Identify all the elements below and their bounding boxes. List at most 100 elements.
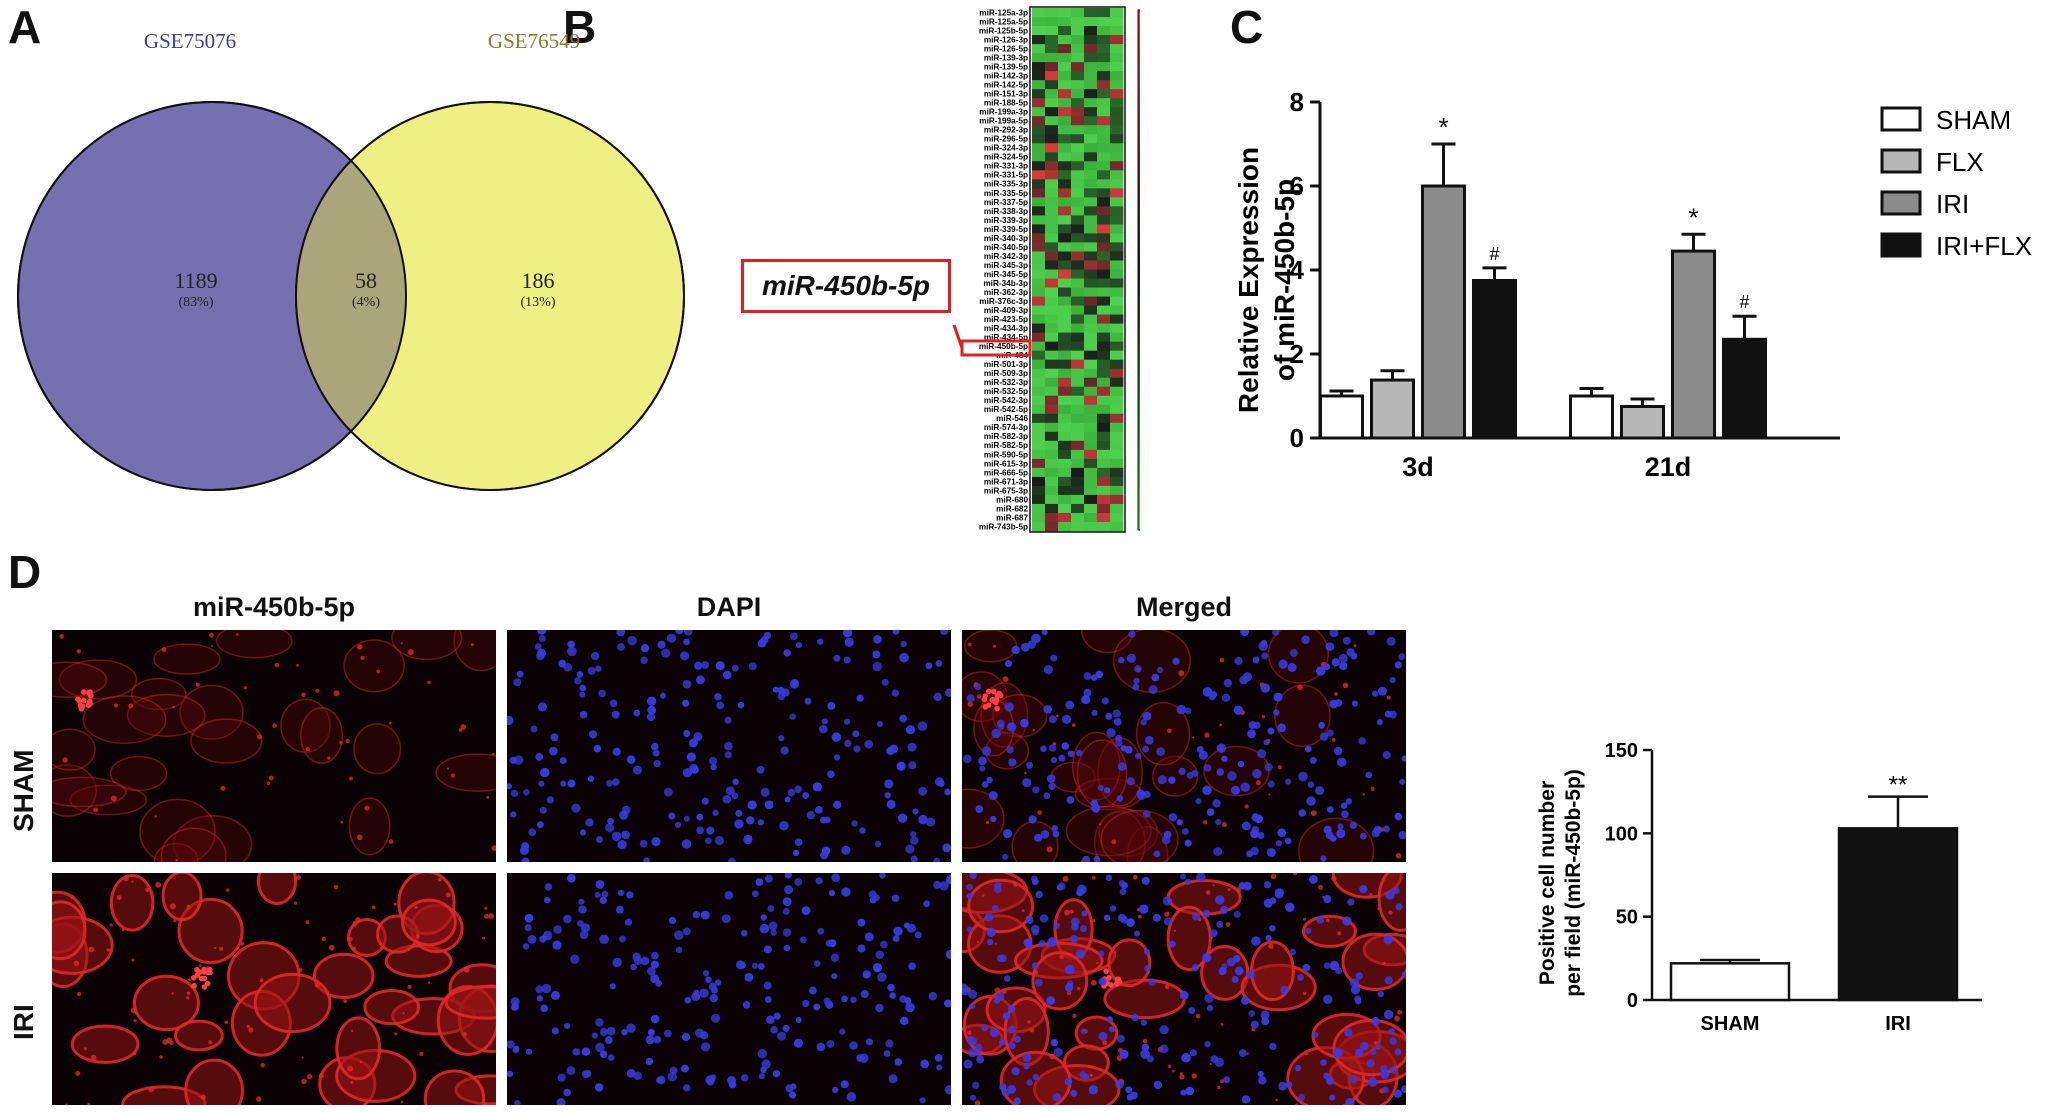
heatmap-gene-label: miR-434-5p bbox=[984, 333, 1028, 342]
heatmap-cell bbox=[1032, 323, 1046, 334]
heatmap-cell bbox=[1071, 170, 1085, 180]
legend-swatch bbox=[1880, 232, 1922, 258]
heatmap-cell bbox=[1071, 134, 1085, 144]
heatmap-cell bbox=[1032, 107, 1046, 117]
heatmap-cell bbox=[1084, 377, 1098, 388]
heatmap-cell bbox=[1097, 116, 1111, 126]
heatmap-cell bbox=[1058, 287, 1072, 297]
heatmap-cell bbox=[1032, 215, 1046, 225]
heatmap-cell bbox=[1032, 332, 1046, 343]
heatmap-cell bbox=[1045, 278, 1059, 288]
y-tick-label: 0 bbox=[1627, 990, 1638, 1012]
heatmap-cell bbox=[1058, 134, 1072, 144]
heatmap-cell bbox=[1045, 134, 1059, 144]
heatmap-cell bbox=[1071, 350, 1085, 361]
heatmap-cell bbox=[1110, 458, 1124, 469]
heatmap-cell bbox=[1032, 395, 1046, 406]
heatmap-cell bbox=[1032, 350, 1046, 361]
heatmap-cell bbox=[1058, 485, 1072, 496]
heatmap-cell bbox=[1071, 359, 1085, 370]
bar-sham bbox=[1569, 394, 1614, 440]
heatmap-cell bbox=[1110, 287, 1124, 297]
heatmap-cell bbox=[1084, 305, 1098, 315]
heatmap-cell bbox=[1110, 80, 1124, 90]
heatmap-cell bbox=[1071, 215, 1085, 225]
heatmap-cell bbox=[1097, 17, 1111, 27]
heatmap-cell bbox=[1084, 521, 1098, 532]
heatmap-cell bbox=[1097, 467, 1111, 478]
heatmap-cell bbox=[1045, 206, 1059, 216]
heatmap-cell bbox=[1032, 62, 1046, 72]
legend-label: IRI bbox=[1936, 189, 1969, 219]
heatmap-cell bbox=[1110, 296, 1124, 306]
legend-label: SHAM bbox=[1936, 105, 2011, 135]
panel-label-b: B bbox=[563, 1, 597, 53]
heatmap-cell bbox=[1045, 305, 1059, 315]
heatmap-cell bbox=[1084, 62, 1098, 72]
heatmap-cell bbox=[1058, 107, 1072, 117]
heatmap-cell bbox=[1032, 359, 1046, 370]
heatmap-cell bbox=[1097, 368, 1111, 379]
heatmap-cell bbox=[1071, 8, 1085, 18]
heatmap-cell bbox=[1084, 98, 1098, 108]
significance-mark: ** bbox=[1889, 772, 1908, 799]
heatmap-cell bbox=[1032, 404, 1046, 415]
heatmap-gene-label: miR-423-5p bbox=[984, 315, 1028, 324]
heatmap-cell bbox=[1045, 89, 1059, 99]
heatmap-cell bbox=[1058, 296, 1072, 306]
heatmap-cell bbox=[1045, 188, 1059, 198]
heatmap-cell bbox=[1045, 323, 1059, 334]
heatmap-cell bbox=[1045, 449, 1059, 460]
heatmap-cell bbox=[1045, 17, 1059, 27]
heatmap-gene-label: miR-376c-3p bbox=[979, 297, 1028, 306]
heatmap-cell bbox=[1058, 449, 1072, 460]
heatmap-cell bbox=[1058, 206, 1072, 216]
heatmap-cell bbox=[1032, 206, 1046, 216]
heatmap-gene-label: miR-345-3p bbox=[984, 261, 1028, 270]
heatmap-cell bbox=[1071, 107, 1085, 117]
heatmap-cell bbox=[1097, 170, 1111, 180]
heatmap-border bbox=[1029, 6, 1126, 533]
heatmap-cell bbox=[1071, 323, 1085, 334]
heatmap-cell bbox=[1084, 503, 1098, 514]
heatmap-cell bbox=[1045, 440, 1059, 451]
heatmap-cell bbox=[1110, 188, 1124, 198]
heatmap-gene-label: miR-199a-3p bbox=[979, 108, 1028, 117]
heatmap-cell bbox=[1071, 476, 1085, 487]
heatmap-cell bbox=[1058, 332, 1072, 343]
heatmap-cell bbox=[1084, 224, 1098, 234]
heatmap-cell bbox=[1032, 458, 1046, 469]
heatmap-cell bbox=[1032, 44, 1046, 54]
heatmap-cell bbox=[1110, 26, 1124, 36]
heatmap-cell bbox=[1084, 242, 1098, 252]
heatmap-cell bbox=[1110, 8, 1124, 18]
heatmap-cell bbox=[1071, 242, 1085, 252]
heatmap-cell bbox=[1071, 395, 1085, 406]
heatmap-cell bbox=[1058, 314, 1072, 325]
venn-left-count: 1189 bbox=[174, 268, 217, 293]
heatmap-cell bbox=[1097, 71, 1111, 81]
heatmap-cell bbox=[1110, 98, 1124, 108]
heatmap-cell bbox=[1045, 26, 1059, 36]
heatmap-cell bbox=[1097, 134, 1111, 144]
heatmap-cell bbox=[1045, 503, 1059, 514]
heatmap-cell bbox=[1097, 341, 1111, 352]
heatmap-cell bbox=[1084, 44, 1098, 54]
heatmap-cell bbox=[1110, 404, 1124, 415]
bar-chart-d: 0 50 100 150 Positive cell number per field (… bbox=[1536, 740, 1982, 1035]
heatmap-cell bbox=[1058, 503, 1072, 514]
panel-label-d: D bbox=[8, 546, 42, 598]
heatmap-cell bbox=[1058, 26, 1072, 36]
heatmap-cell bbox=[1071, 71, 1085, 81]
heatmap-gene-label: miR-324-3p bbox=[984, 144, 1028, 153]
heatmap-cell bbox=[1084, 143, 1098, 153]
heatmap-cell bbox=[1045, 80, 1059, 90]
heatmap-cell bbox=[1097, 305, 1111, 315]
heatmap-cell bbox=[1084, 512, 1098, 523]
heatmap-cell bbox=[1045, 233, 1059, 243]
heatmap-cell bbox=[1032, 242, 1046, 252]
heatmap-cell bbox=[1032, 476, 1046, 487]
heatmap-cell bbox=[1097, 179, 1111, 189]
heatmap-cell bbox=[1045, 125, 1059, 135]
heatmap-cell bbox=[1084, 422, 1098, 433]
